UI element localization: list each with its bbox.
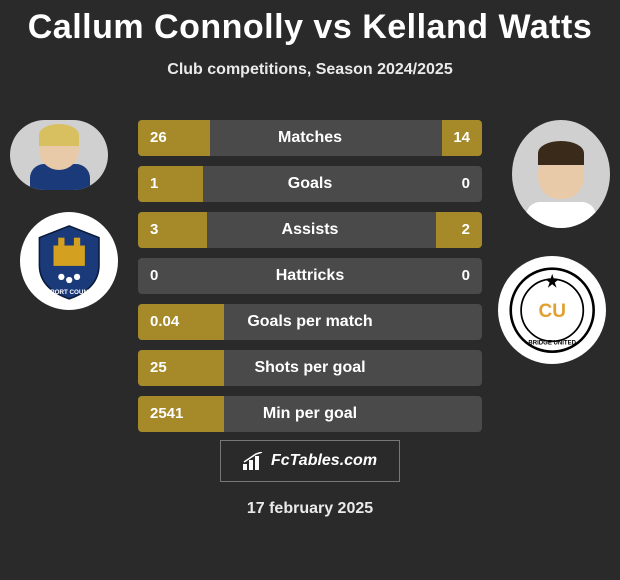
club-crest-right: CU BRIDGE UNITED bbox=[498, 256, 606, 364]
club-crest-left: PORT COUN bbox=[20, 212, 118, 310]
stat-value-left: 0 bbox=[150, 258, 158, 294]
bar-left bbox=[138, 350, 224, 386]
svg-text:BRIDGE UNITED: BRIDGE UNITED bbox=[528, 341, 576, 347]
stat-row: 2614Matches bbox=[138, 120, 482, 156]
svg-text:CU: CU bbox=[538, 301, 565, 322]
page-title: Callum Connolly vs Kelland Watts bbox=[0, 0, 620, 47]
subtitle: Club competitions, Season 2024/2025 bbox=[0, 61, 620, 79]
chart-icon bbox=[243, 452, 265, 470]
bar-left bbox=[138, 396, 224, 432]
stat-row: 25Shots per goal bbox=[138, 350, 482, 386]
stat-row: 10Goals bbox=[138, 166, 482, 202]
stat-value-right: 0 bbox=[462, 258, 470, 294]
bar-left bbox=[138, 166, 203, 202]
watermark-text: FcTables.com bbox=[271, 452, 377, 470]
bar-left bbox=[138, 304, 224, 340]
stat-label: Hattricks bbox=[138, 258, 482, 294]
date-text: 17 february 2025 bbox=[0, 500, 620, 518]
stat-row: 2541Min per goal bbox=[138, 396, 482, 432]
bar-right bbox=[442, 120, 482, 156]
player-right-photo bbox=[512, 120, 610, 228]
watermark[interactable]: FcTables.com bbox=[220, 440, 400, 482]
comparison-bars: 2614Matches10Goals32Assists00Hattricks0.… bbox=[138, 120, 482, 442]
stat-row: 0 0Hattricks bbox=[138, 258, 482, 294]
stat-row: 32Assists bbox=[138, 212, 482, 248]
stat-value-right: 0 bbox=[462, 166, 470, 202]
player-left-photo bbox=[10, 120, 108, 190]
bar-left bbox=[138, 212, 207, 248]
stat-row: 0.04Goals per match bbox=[138, 304, 482, 340]
bar-right bbox=[436, 212, 482, 248]
bar-left bbox=[138, 120, 210, 156]
svg-text:PORT COUN: PORT COUN bbox=[50, 289, 88, 296]
